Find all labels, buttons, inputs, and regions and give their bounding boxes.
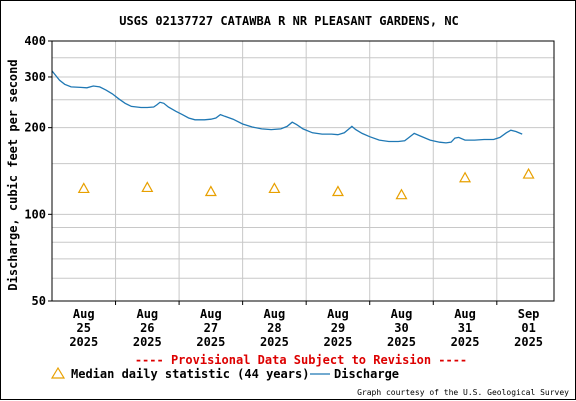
legend-discharge-label: Discharge [334,367,399,381]
median-point [459,171,472,183]
y-tick-label: 50 [32,294,46,308]
median-point [268,182,281,194]
x-tick-label: Aug [454,307,476,321]
x-tick-label: Sep [518,307,540,321]
x-tick-label: 2025 [387,335,416,349]
x-tick-label: 2025 [69,335,98,349]
grid-lines [52,40,554,302]
y-tick-label: 400 [24,34,46,48]
x-tick-label: Aug [264,307,286,321]
provisional-note: ---- Provisional Data Subject to Revisio… [135,353,467,367]
x-tick-label: 25 [77,321,91,335]
data-series [51,70,535,200]
y-axis-label: Discharge, cubic feet per second [6,59,20,290]
x-tick-label: 01 [521,321,535,335]
plot-border [51,40,555,302]
y-tick-label: 200 [24,121,46,135]
median-point [77,182,90,194]
credit-text: Graph courtesy of the U.S. Geological Su… [357,388,569,397]
median-point [331,185,344,197]
legend-median-label: Median daily statistic (44 years) [71,367,309,381]
x-tick-label: 2025 [451,335,480,349]
x-tick-label: Aug [73,307,95,321]
median-point [522,167,535,179]
chart-title: USGS 02137727 CATAWBA R NR PLEASANT GARD… [119,14,459,28]
y-tick-label: 100 [24,207,46,221]
median-point [141,181,154,193]
x-tick-label: 26 [140,321,154,335]
x-tick-label: 2025 [514,335,543,349]
discharge-line [51,70,523,144]
x-tick-label: Aug [391,307,413,321]
median-point [395,188,408,200]
axes: 40030020010050Aug252025Aug262025Aug27202… [24,34,555,349]
x-tick-label: Aug [136,307,158,321]
median-point [204,185,217,197]
x-tick-label: 2025 [260,335,289,349]
x-tick-label: 2025 [133,335,162,349]
x-tick-label: 2025 [323,335,352,349]
x-tick-label: 28 [267,321,281,335]
x-tick-label: 2025 [196,335,225,349]
x-tick-label: 30 [394,321,408,335]
x-tick-label: 31 [458,321,472,335]
x-tick-label: Aug [200,307,222,321]
x-tick-label: Aug [327,307,349,321]
legend: Median daily statistic (44 years) Discha… [50,366,399,381]
x-tick-label: 29 [331,321,345,335]
legend-median-marker [50,366,66,379]
y-tick-label: 300 [24,70,46,84]
x-tick-label: 27 [204,321,218,335]
